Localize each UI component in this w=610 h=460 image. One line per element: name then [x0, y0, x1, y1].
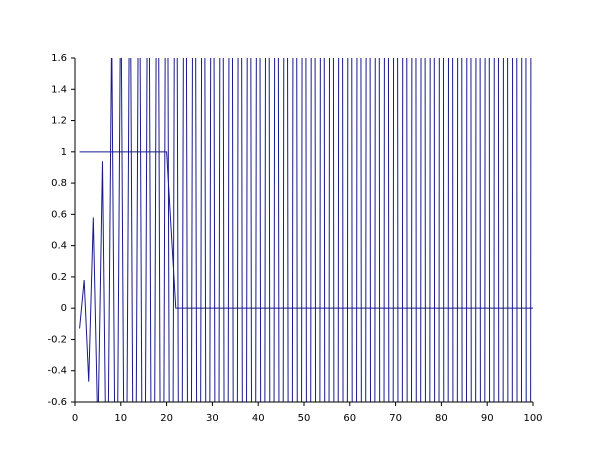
series-line	[79, 151, 533, 309]
y-tick-label: 1	[61, 147, 67, 158]
x-tick-label: 30	[206, 413, 219, 424]
x-tick-label: 40	[252, 413, 265, 424]
x-tick-label: 100	[523, 413, 542, 424]
y-tick-label: 1.2	[51, 116, 67, 127]
x-tick-label: 60	[343, 413, 356, 424]
y-tick-label: 0	[61, 303, 67, 314]
x-tick-label: 10	[114, 413, 127, 424]
x-tick-label: 90	[481, 413, 494, 424]
y-tick-label: 0.2	[51, 272, 67, 283]
y-tick-label: -0.6	[47, 397, 67, 408]
x-tick-label: 0	[72, 413, 78, 424]
x-tick-label: 50	[298, 413, 311, 424]
x-tick-label: 70	[389, 413, 402, 424]
y-tick-label: -0.4	[47, 366, 67, 377]
plot-area	[79, 58, 533, 402]
x-tick-label: 80	[435, 413, 448, 424]
series-line	[79, 58, 532, 402]
y-tick-label: -0.2	[47, 334, 67, 345]
y-tick-label: 0.8	[51, 178, 67, 189]
y-tick-label: 0.6	[51, 209, 67, 220]
y-tick-label: 1.4	[51, 84, 67, 95]
x-tick-label: 20	[160, 413, 173, 424]
y-tick-label: 1.6	[51, 53, 67, 64]
y-tick-label: 0.4	[51, 241, 67, 252]
